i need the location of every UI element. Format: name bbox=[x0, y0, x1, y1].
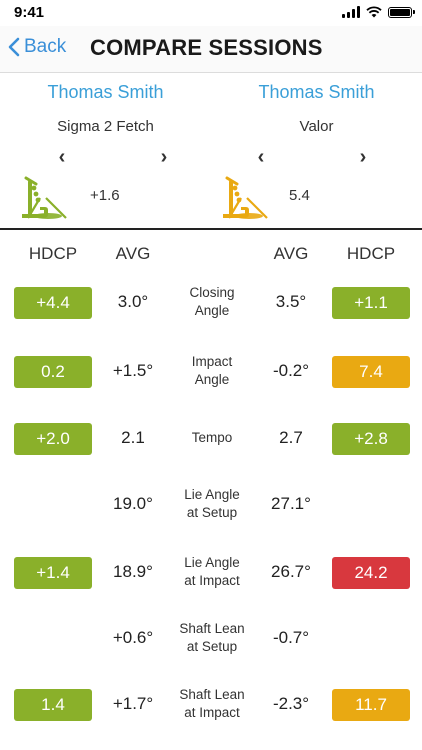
wifi-icon bbox=[366, 6, 382, 18]
right-putter-name: Valor bbox=[299, 118, 334, 135]
right-avg-value: 27.1° bbox=[271, 494, 311, 513]
header-hdcp-left: HDCP bbox=[28, 244, 78, 263]
left-player-name[interactable]: Thomas Smith bbox=[47, 82, 164, 102]
left-session: Thomas Smith Sigma 2 Fetch ‹ › +1.6 bbox=[0, 72, 211, 228]
chevron-left-icon bbox=[8, 37, 20, 57]
metric-label-line2: at Setup bbox=[186, 639, 238, 654]
right-hdcp-badge: +2.8 bbox=[332, 423, 410, 455]
page-title: COMPARE SESSIONS bbox=[90, 35, 323, 60]
status-time: 9:41 bbox=[14, 4, 45, 21]
putter-stroke-icon bbox=[223, 176, 268, 219]
navigation-bar: Back COMPARE SESSIONS bbox=[0, 26, 422, 73]
left-hdcp-badge: 1.4 bbox=[14, 689, 92, 721]
metric-label-line1: Shaft Lean bbox=[179, 687, 245, 702]
right-avg-value: -0.7° bbox=[272, 628, 310, 647]
left-next-chevron-icon[interactable]: › bbox=[160, 146, 168, 168]
left-stroke-value: +1.6 bbox=[90, 187, 120, 204]
table-row: +4.4 3.0° Closing Angle 3.5° +1.1 bbox=[0, 276, 422, 328]
left-putter-name: Sigma 2 Fetch bbox=[57, 118, 154, 135]
column-headers: HDCP AVG AVG HDCP bbox=[0, 244, 422, 268]
header-avg-right: AVG bbox=[273, 244, 309, 263]
metric-label-line2: Angle bbox=[194, 303, 230, 318]
left-prev-chevron-icon[interactable]: ‹ bbox=[58, 146, 66, 168]
left-avg-value: +0.6° bbox=[112, 628, 154, 647]
metric-label-line1: Impact bbox=[191, 354, 233, 369]
putter-stroke-icon bbox=[22, 176, 67, 219]
status-bar: 9:41 bbox=[0, 0, 422, 26]
metric-label-line2: at Setup bbox=[186, 505, 238, 520]
metric-label-line1: Tempo bbox=[191, 430, 233, 445]
metric-label-line2: Angle bbox=[194, 372, 230, 387]
right-avg-value: 2.7 bbox=[279, 428, 303, 447]
metric-label: Tempo bbox=[172, 412, 252, 464]
header-avg-left: AVG bbox=[115, 244, 151, 263]
right-next-chevron-icon[interactable]: › bbox=[359, 146, 367, 168]
section-divider bbox=[0, 228, 422, 230]
metric-label-line1: Lie Angle bbox=[184, 555, 240, 570]
left-avg-value: 19.0° bbox=[113, 494, 153, 513]
metric-label: Lie Angle at Setup bbox=[172, 478, 252, 530]
right-player-name[interactable]: Thomas Smith bbox=[258, 82, 375, 102]
status-icons bbox=[342, 6, 415, 18]
right-hdcp-badge: 11.7 bbox=[332, 689, 410, 721]
right-prev-chevron-icon[interactable]: ‹ bbox=[257, 146, 265, 168]
left-avg-value: +1.7° bbox=[112, 694, 154, 713]
signal-icon bbox=[342, 6, 360, 18]
back-label: Back bbox=[24, 36, 67, 57]
metric-label: Shaft Lean at Impact bbox=[172, 678, 252, 730]
right-hdcp-badge: 24.2 bbox=[332, 557, 410, 589]
right-avg-value: -2.3° bbox=[272, 694, 310, 713]
metric-label: Lie Angle at Impact bbox=[172, 546, 252, 598]
table-row: +1.4 18.9° Lie Angle at Impact 26.7° 24.2 bbox=[0, 546, 422, 598]
header-hdcp-right: HDCP bbox=[346, 244, 396, 263]
right-stroke-value: 5.4 bbox=[289, 187, 310, 204]
metric-label-line2: at Impact bbox=[184, 705, 240, 720]
right-session: Thomas Smith Valor ‹ › 5.4 bbox=[211, 72, 422, 228]
metric-label-line1: Lie Angle bbox=[184, 487, 240, 502]
left-avg-value: 3.0° bbox=[117, 292, 149, 311]
metric-label-line1: Shaft Lean bbox=[179, 621, 245, 636]
right-hdcp-badge: 7.4 bbox=[332, 356, 410, 388]
right-hdcp-badge: +1.1 bbox=[332, 287, 410, 319]
metric-label: Impact Angle bbox=[172, 345, 252, 397]
table-row: 0.2 +1.5° Impact Angle -0.2° 7.4 bbox=[0, 345, 422, 397]
right-avg-value: -0.2° bbox=[272, 361, 310, 380]
back-button[interactable]: Back bbox=[8, 36, 66, 58]
left-hdcp-badge: 0.2 bbox=[14, 356, 92, 388]
left-avg-value: 18.9° bbox=[113, 562, 153, 581]
left-hdcp-badge: +1.4 bbox=[14, 557, 92, 589]
table-row: 19.0° Lie Angle at Setup 27.1° bbox=[0, 478, 422, 530]
left-avg-value: 2.1 bbox=[121, 428, 145, 447]
metric-label: Shaft Lean at Setup bbox=[172, 612, 252, 664]
left-hdcp-badge: +2.0 bbox=[14, 423, 92, 455]
left-avg-value: +1.5° bbox=[112, 361, 154, 380]
table-row: +2.0 2.1 Tempo 2.7 +2.8 bbox=[0, 412, 422, 464]
metric-label-line2: at Impact bbox=[184, 573, 240, 588]
left-hdcp-badge: +4.4 bbox=[14, 287, 92, 319]
right-avg-value: 3.5° bbox=[275, 292, 307, 311]
table-row: +0.6° Shaft Lean at Setup -0.7° bbox=[0, 612, 422, 664]
metric-label: Closing Angle bbox=[172, 276, 252, 328]
session-players: Thomas Smith Sigma 2 Fetch ‹ › +1.6 Thom… bbox=[0, 72, 422, 228]
metric-label-line1: Closing bbox=[189, 285, 235, 300]
battery-icon bbox=[388, 6, 415, 18]
table-row: 1.4 +1.7° Shaft Lean at Impact -2.3° 11.7 bbox=[0, 678, 422, 730]
right-avg-value: 26.7° bbox=[271, 562, 311, 581]
